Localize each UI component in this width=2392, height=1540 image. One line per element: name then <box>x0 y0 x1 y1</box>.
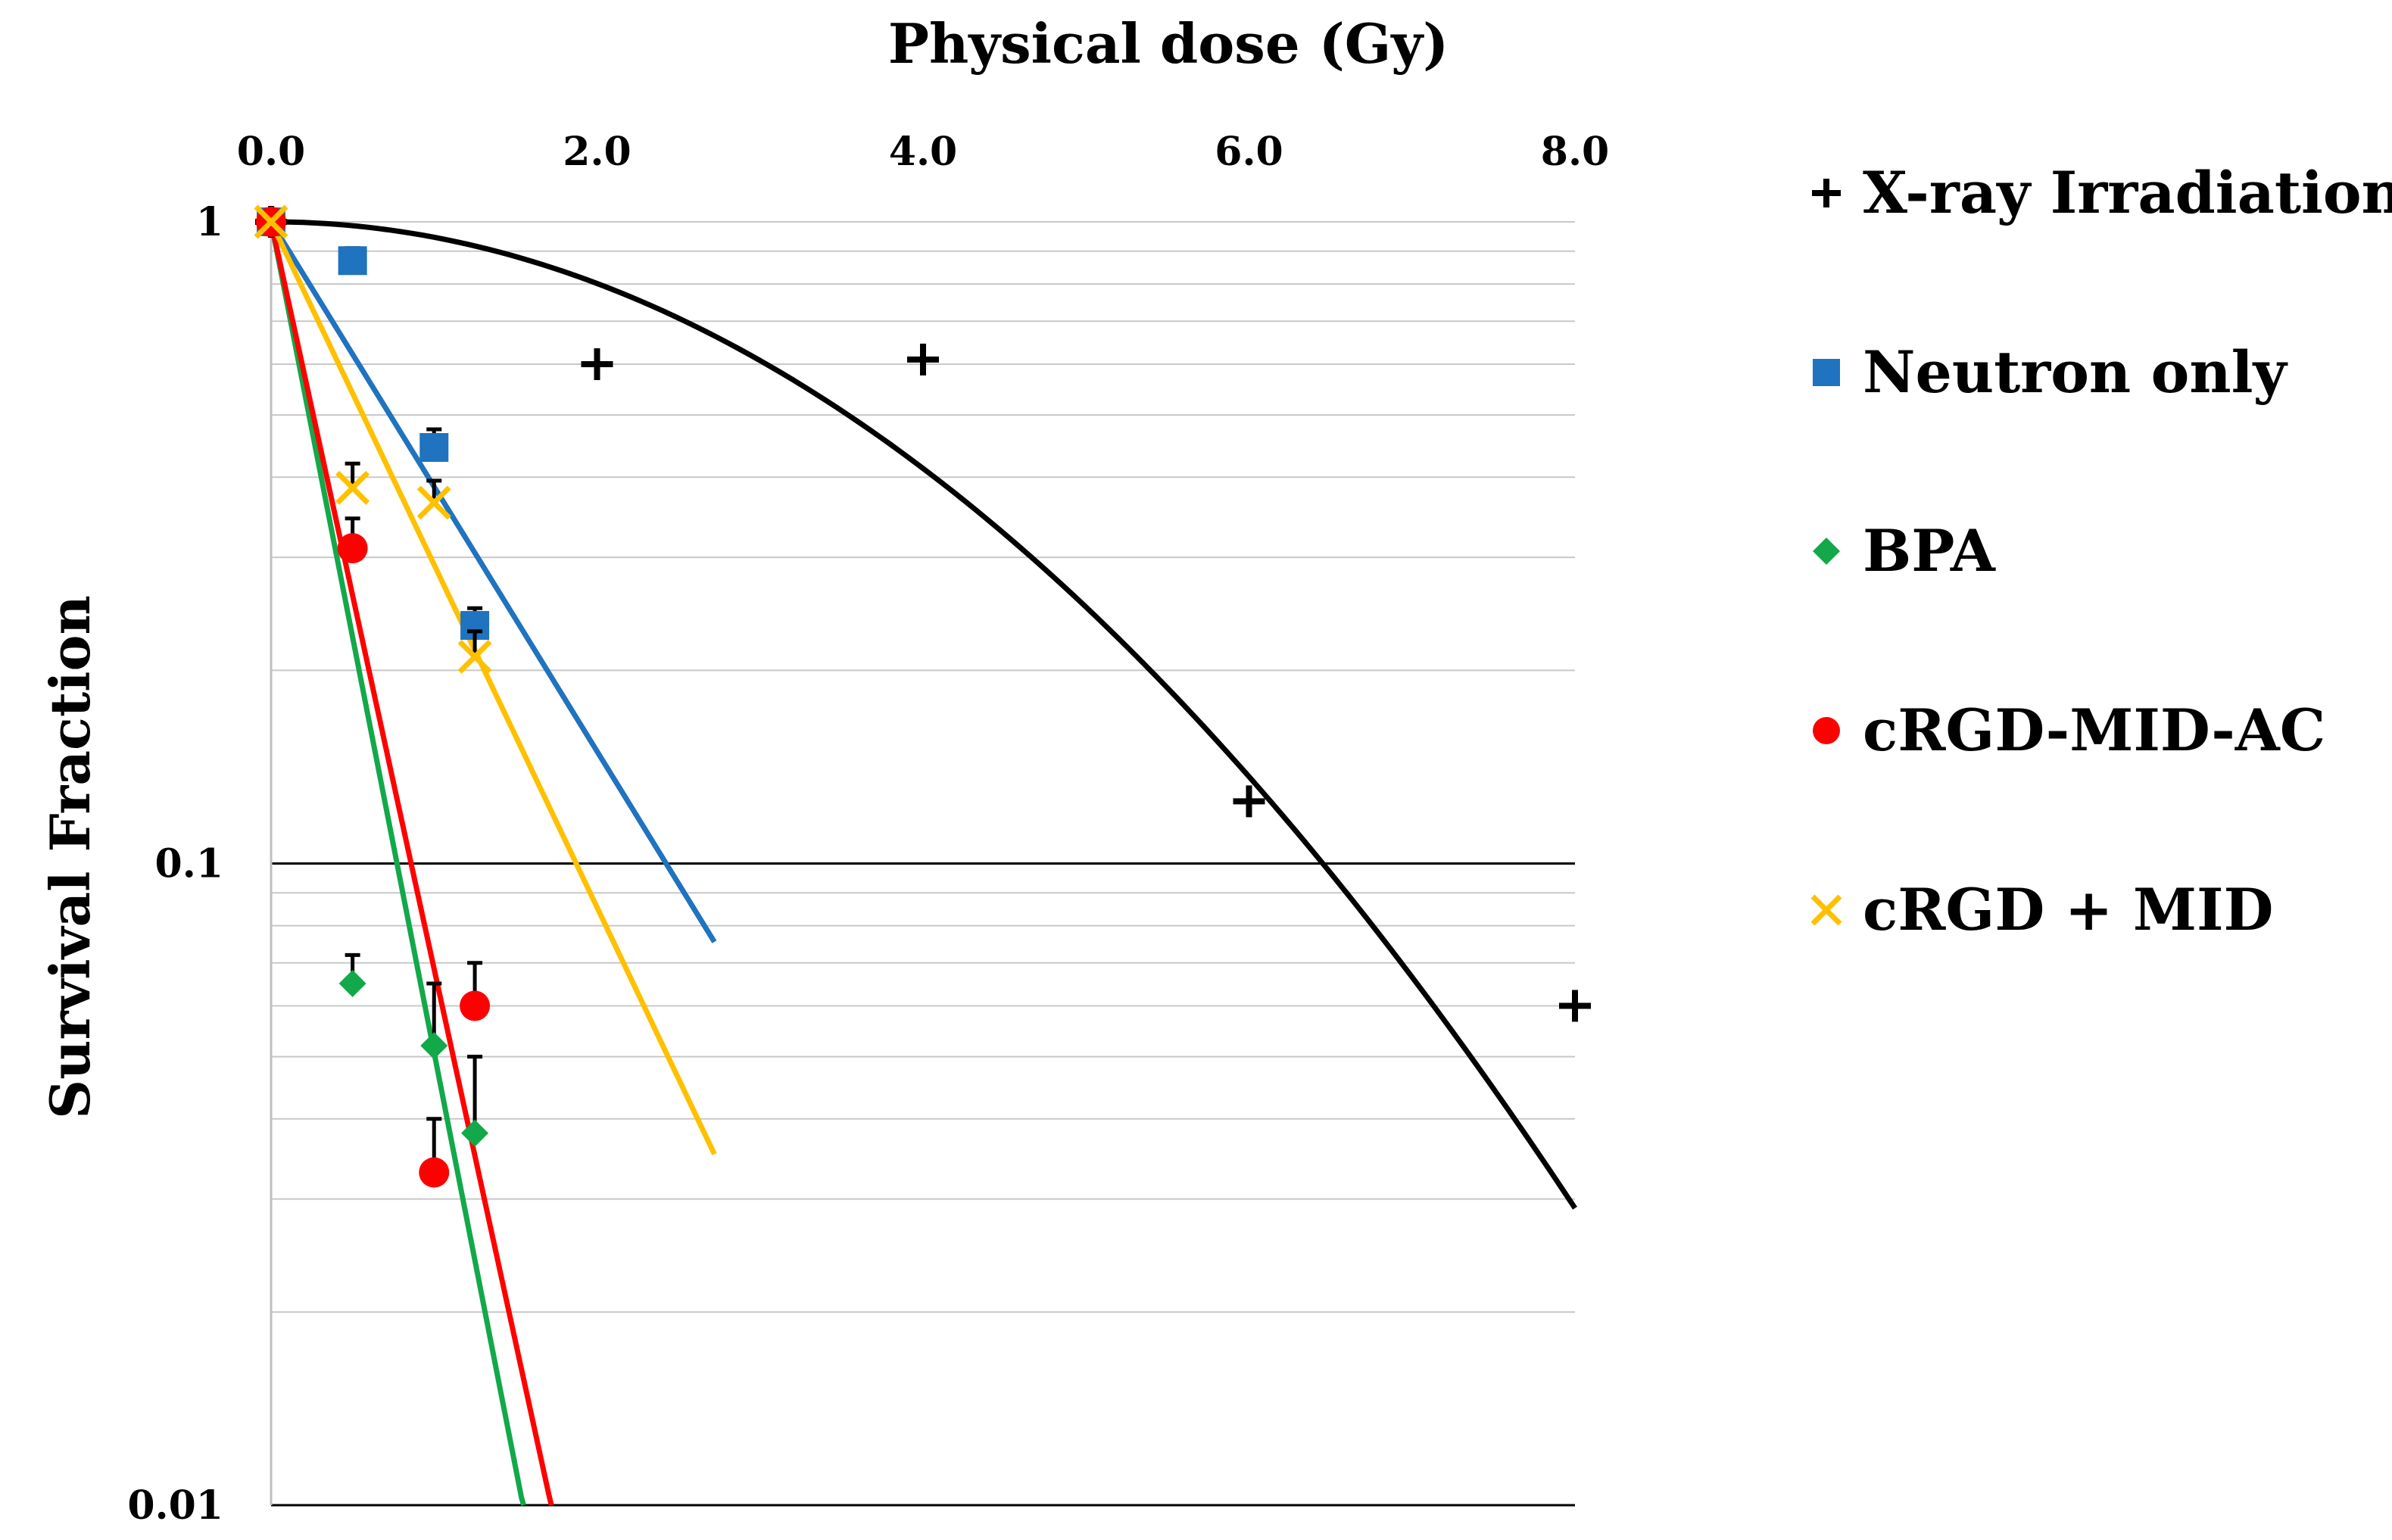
legend-label: X-ray Irradiation <box>1863 159 2392 226</box>
y-tick-label: 1 <box>196 199 223 245</box>
data-point-bpa <box>420 1032 448 1060</box>
legend-marker-neutron-only <box>1813 359 1840 386</box>
legend-marker-x-ray-irradiation <box>1812 179 1841 207</box>
data-point-crgd-mid-ac <box>337 533 368 564</box>
legend-item-neutron-only: Neutron only <box>1813 338 2288 406</box>
y-axis-title: Survival Fraction <box>38 595 102 1119</box>
data-point-crgd-mid <box>254 204 288 239</box>
fit-curves <box>268 219 1577 1507</box>
data-point-crgd-mid-ac <box>419 1157 450 1188</box>
fit-line-crgd-mid-ac <box>268 221 554 1506</box>
error-bar-crgd-mid <box>345 461 360 488</box>
data-point-bpa <box>338 970 366 998</box>
data-point-bpa <box>461 1119 489 1147</box>
fit-line-crgd-mid <box>268 220 717 1155</box>
legend-item-crgd-mid: cRGD + MID <box>1810 876 2273 943</box>
legend-label: Neutron only <box>1863 338 2288 406</box>
x-tick-label: 4.0 <box>889 129 957 175</box>
x-tick-label: 0.0 <box>237 129 305 175</box>
legend: X-ray Irradiation Neutron only BPA cRGD-MID… <box>1810 159 2392 943</box>
data-point-crgd-mid <box>335 470 370 505</box>
legend-item-bpa: BPA <box>1813 517 1996 585</box>
legend-marker-bpa <box>1813 538 1840 565</box>
data-point-x-ray-irradiation <box>1559 990 1591 1022</box>
data-points <box>254 204 1591 1188</box>
legend-marker-crgd-mid <box>1810 894 1842 926</box>
fit-line-x-ray-irradiation <box>270 219 1577 1210</box>
data-point-crgd-mid <box>416 485 451 520</box>
y-tick-label: 0.1 <box>155 841 223 887</box>
data-point-crgd-mid <box>457 639 492 674</box>
data-point-crgd-mid-ac <box>460 990 491 1021</box>
data-point-neutron-only <box>419 433 449 463</box>
legend-label: cRGD + MID <box>1863 876 2273 943</box>
fit-line-neutron-only <box>269 220 717 943</box>
y-tick-label: 0.01 <box>127 1482 223 1529</box>
data-point-x-ray-irradiation <box>907 343 939 376</box>
legend-item-crgd-mid-ac: cRGD-MID-AC <box>1813 697 2325 764</box>
x-tick-label: 8.0 <box>1541 129 1609 175</box>
legend-label: BPA <box>1863 517 1996 585</box>
axes: Physical dose (Gy) Survival Fraction 1 0.… <box>38 11 1609 1529</box>
data-point-neutron-only <box>338 246 367 276</box>
error-bar-crgd-mid <box>467 629 483 657</box>
fit-line-bpa <box>268 221 526 1507</box>
x-axis-title: Physical dose (Gy) <box>888 11 1449 76</box>
x-tick-label: 2.0 <box>563 129 631 175</box>
legend-marker-crgd-mid-ac <box>1813 717 1840 744</box>
x-tick-label: 6.0 <box>1215 129 1283 175</box>
legend-item-x-ray-irradiation: X-ray Irradiation <box>1812 159 2392 226</box>
gridlines <box>270 221 1575 1507</box>
legend-label: cRGD-MID-AC <box>1863 697 2325 764</box>
data-point-x-ray-irradiation <box>581 348 613 381</box>
data-point-x-ray-irradiation <box>1233 785 1265 818</box>
